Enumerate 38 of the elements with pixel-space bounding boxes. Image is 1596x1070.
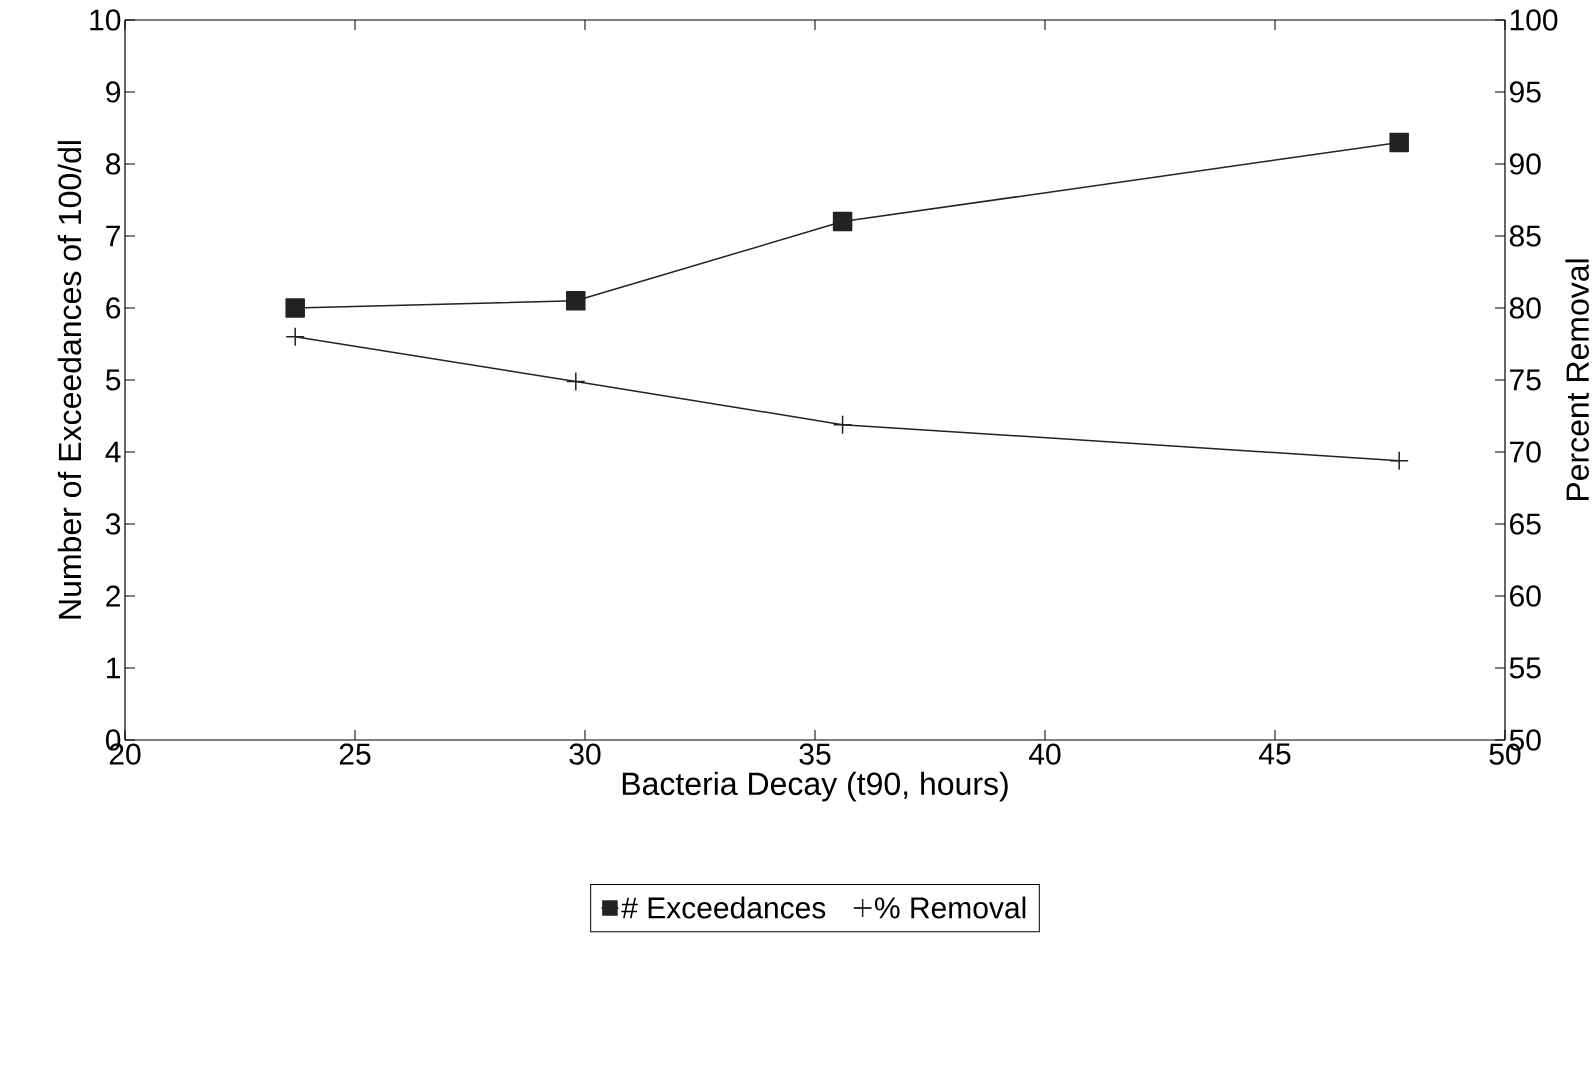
point bbox=[832, 211, 853, 232]
y2-tick-label: 55 bbox=[1509, 657, 1541, 679]
point bbox=[1389, 132, 1409, 153]
point bbox=[566, 371, 586, 392]
x-tick-label: 30 bbox=[569, 743, 601, 765]
y-tick-label: 4 bbox=[105, 441, 121, 463]
x-tick-label: 25 bbox=[339, 743, 371, 765]
x-tick-label: 40 bbox=[1028, 743, 1061, 765]
legend-label: % Removal bbox=[875, 896, 1026, 919]
point bbox=[566, 291, 586, 311]
point bbox=[832, 414, 853, 435]
x-axis-title: Bacteria Decay (t90, hours) bbox=[622, 771, 1008, 802]
x-tick-label: 35 bbox=[799, 743, 831, 765]
y2-tick-label: 60 bbox=[1510, 585, 1541, 607]
y2-tick-label: 70 bbox=[1510, 441, 1541, 463]
y-tick-label: 1 bbox=[107, 657, 121, 679]
y-tick-label: 5 bbox=[106, 369, 121, 391]
y-tick-label: 2 bbox=[106, 585, 120, 607]
y-tick-label: 6 bbox=[106, 297, 121, 319]
y2-tick-label: 75 bbox=[1510, 369, 1541, 391]
y2-tick-label: 90 bbox=[1509, 153, 1541, 175]
point bbox=[1389, 450, 1409, 471]
y-tick-label: 9 bbox=[106, 81, 121, 103]
y2-tick-label: 85 bbox=[1509, 225, 1541, 247]
y-tick-label: 3 bbox=[105, 513, 121, 535]
y2-tick-label: 65 bbox=[1510, 513, 1541, 535]
point bbox=[285, 298, 305, 318]
y2-tick-label: 95 bbox=[1509, 81, 1541, 103]
point bbox=[285, 327, 305, 347]
y2-tick-label: 80 bbox=[1509, 297, 1541, 319]
x-tick-label: 45 bbox=[1258, 743, 1291, 765]
y-axis-title: Number of Exceedances of 100/dl bbox=[57, 141, 82, 619]
y-tick-label: 7 bbox=[106, 225, 120, 247]
legend-label: # Exceedances bbox=[621, 896, 826, 919]
y2-tick-label: 100 bbox=[1510, 9, 1558, 31]
y-tick-label: 8 bbox=[106, 153, 121, 175]
y2-axis-title: Percent Removal bbox=[1565, 259, 1589, 501]
y-tick-label: 10 bbox=[90, 9, 121, 31]
